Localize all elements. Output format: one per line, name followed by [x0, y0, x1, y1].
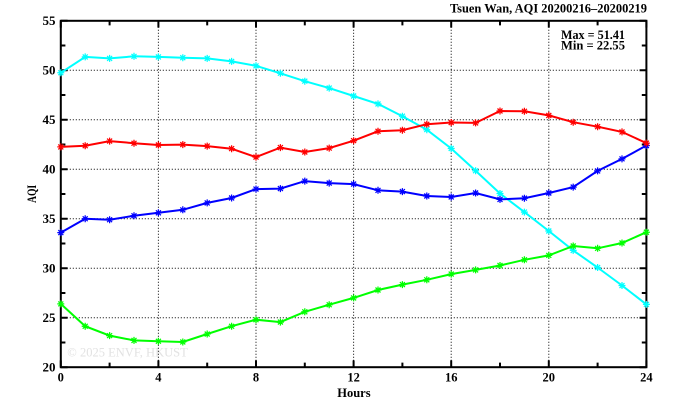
- svg-text:Tsuen Wan, AQI 20200216–202002: Tsuen Wan, AQI 20200216–20200219: [450, 1, 647, 15]
- svg-text:AQI: AQI: [25, 185, 39, 203]
- svg-text:12: 12: [347, 370, 360, 384]
- svg-text:Min = 22.55: Min = 22.55: [561, 39, 625, 53]
- svg-text:16: 16: [445, 370, 458, 384]
- svg-text:4: 4: [155, 370, 162, 384]
- svg-text:24: 24: [640, 370, 653, 384]
- svg-text:© 2025 ENVF, HKUST: © 2025 ENVF, HKUST: [67, 345, 188, 360]
- svg-text:Max = 51.41: Max = 51.41: [561, 28, 625, 42]
- svg-text:Hours: Hours: [337, 386, 370, 400]
- svg-text:35: 35: [43, 212, 56, 226]
- svg-text:20: 20: [43, 361, 56, 375]
- svg-text:25: 25: [43, 311, 56, 325]
- svg-text:50: 50: [43, 64, 56, 78]
- svg-text:8: 8: [253, 370, 259, 384]
- svg-text:40: 40: [43, 163, 56, 177]
- svg-text:0: 0: [58, 370, 64, 384]
- svg-text:30: 30: [43, 262, 56, 276]
- svg-text:45: 45: [43, 113, 56, 127]
- svg-text:55: 55: [43, 14, 56, 28]
- svg-text:20: 20: [543, 370, 556, 384]
